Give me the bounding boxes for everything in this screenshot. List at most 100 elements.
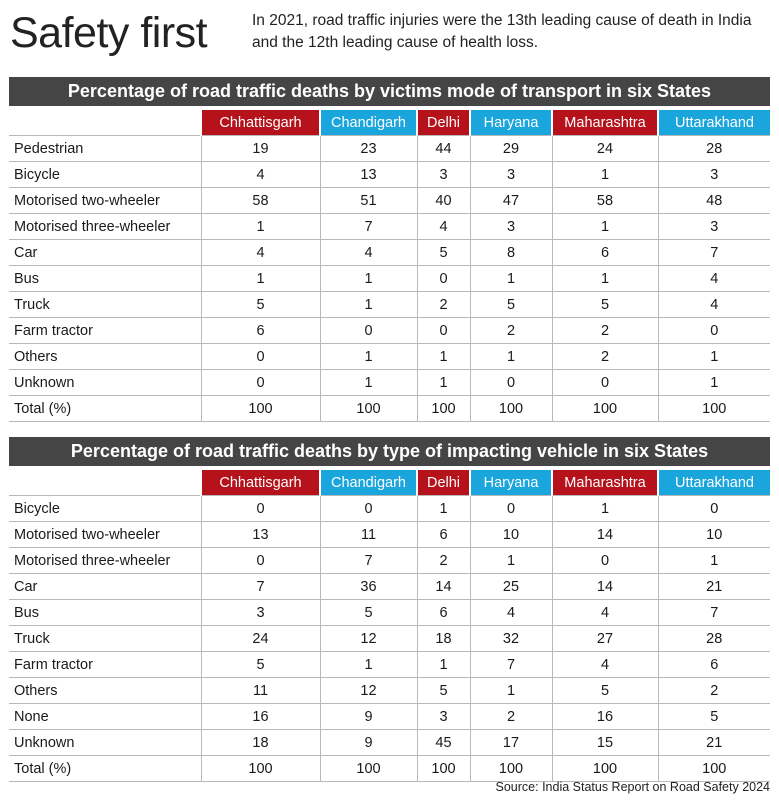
column-header-maharashtra: Maharashtra [551, 110, 658, 136]
column-header-haryana: Haryana [469, 470, 552, 496]
table-cell: 2 [416, 291, 470, 318]
table-row: Bicycle 0 0 1 0 1 0 [9, 495, 770, 522]
table-cell: 1 [319, 291, 417, 318]
table-row: Pedestrian 19 23 44 29 24 28 [9, 135, 770, 162]
table-cell: 27 [551, 625, 658, 652]
impacting-vehicle-table-block: Percentage of road traffic deaths by typ… [9, 437, 770, 782]
table-cell: 1 [319, 369, 417, 396]
header-corner [9, 110, 201, 136]
table-cell: 58 [200, 187, 320, 214]
table-cell: 11 [319, 521, 417, 548]
column-header-uttarakhand: Uttarakhand [657, 470, 770, 496]
table-cell: 15 [551, 729, 658, 756]
table-cell: 100 [551, 755, 658, 782]
table-cell: 0 [551, 547, 658, 574]
table-cell: 32 [469, 625, 552, 652]
table-cell: 3 [469, 213, 552, 240]
table-cell: 10 [657, 521, 770, 548]
page-title: Safety first [10, 9, 208, 57]
table-cell: 4 [200, 161, 320, 188]
row-label: Motorised two-wheeler [9, 521, 201, 548]
table-cell: 8 [469, 239, 552, 266]
table-cell: 1 [200, 265, 320, 292]
table-cell: 1 [469, 547, 552, 574]
row-label: None [9, 703, 201, 730]
table-cell: 0 [319, 495, 417, 522]
table-cell: 18 [416, 625, 470, 652]
page-subtitle: In 2021, road traffic injuries were the … [252, 12, 752, 51]
row-label: Motorised two-wheeler [9, 187, 201, 214]
row-label: Total (%) [9, 755, 201, 782]
table-cell: 28 [657, 135, 770, 162]
column-header-delhi: Delhi [416, 470, 470, 496]
table-cell: 24 [551, 135, 658, 162]
row-label: Motorised three-wheeler [9, 213, 201, 240]
table-cell: 1 [200, 213, 320, 240]
table-cell: 6 [200, 317, 320, 344]
table-cell: 1 [551, 161, 658, 188]
table-cell: 3 [416, 161, 470, 188]
table-cell: 1 [551, 265, 658, 292]
table-cell: 1 [657, 343, 770, 370]
table-cell: 21 [657, 573, 770, 600]
victims-mode-table: Chhattisgarh Chandigarh Delhi Haryana Mahara… [9, 110, 770, 422]
table-cell: 3 [469, 161, 552, 188]
table-cell: 0 [200, 547, 320, 574]
table-cell: 100 [200, 755, 320, 782]
source-note: Source: India Status Report on Road Safe… [495, 780, 770, 794]
table-cell: 7 [657, 599, 770, 626]
column-header-chhattisgarh: Chhattisgarh [200, 470, 320, 496]
table-row: Truck 24 12 18 32 27 28 [9, 625, 770, 652]
table-cell: 4 [551, 599, 658, 626]
table-cell: 1 [469, 265, 552, 292]
table-cell: 48 [657, 187, 770, 214]
table-cell: 2 [551, 317, 658, 344]
table-cell: 9 [319, 729, 417, 756]
table-cell: 25 [469, 573, 552, 600]
table-cell: 47 [469, 187, 552, 214]
table-cell: 4 [200, 239, 320, 266]
row-label: Truck [9, 625, 201, 652]
table-cell: 5 [319, 599, 417, 626]
table-cell: 1 [657, 547, 770, 574]
header-corner [9, 470, 201, 496]
table-row: Farm tractor 6 0 0 2 2 0 [9, 317, 770, 344]
table-cell: 6 [551, 239, 658, 266]
table-cell: 28 [657, 625, 770, 652]
table-cell: 2 [657, 677, 770, 704]
table-cell: 44 [416, 135, 470, 162]
table-cell: 1 [319, 651, 417, 678]
table-cell: 1 [551, 495, 658, 522]
table-cell: 29 [469, 135, 552, 162]
table-cell: 1 [416, 343, 470, 370]
table-row: Motorised three-wheeler 0 7 2 1 0 1 [9, 547, 770, 574]
table-cell: 100 [469, 755, 552, 782]
table-cell: 7 [469, 651, 552, 678]
table-cell: 21 [657, 729, 770, 756]
table-cell: 5 [416, 239, 470, 266]
table-cell: 100 [657, 395, 770, 422]
table-cell: 100 [416, 755, 470, 782]
table-cell: 7 [319, 213, 417, 240]
table-title: Percentage of road traffic deaths by typ… [9, 437, 770, 466]
table-row: Bicycle 4 13 3 3 1 3 [9, 161, 770, 188]
table-cell: 9 [319, 703, 417, 730]
table-cell: 5 [657, 703, 770, 730]
table-row: Total (%) 100 100 100 100 100 100 [9, 395, 770, 422]
table-cell: 0 [416, 317, 470, 344]
table-cell: 1 [469, 677, 552, 704]
table-cell: 16 [551, 703, 658, 730]
table-cell: 5 [200, 291, 320, 318]
table-cell: 0 [200, 343, 320, 370]
table-cell: 24 [200, 625, 320, 652]
table-cell: 2 [469, 317, 552, 344]
row-label: Bicycle [9, 161, 201, 188]
header-row: Chhattisgarh Chandigarh Delhi Haryana Mahara… [9, 110, 770, 136]
table-cell: 0 [200, 369, 320, 396]
table-cell: 100 [319, 755, 417, 782]
table-title: Percentage of road traffic deaths by vic… [9, 77, 770, 106]
table-cell: 0 [657, 317, 770, 344]
table-cell: 13 [200, 521, 320, 548]
table-cell: 40 [416, 187, 470, 214]
table-cell: 7 [200, 573, 320, 600]
